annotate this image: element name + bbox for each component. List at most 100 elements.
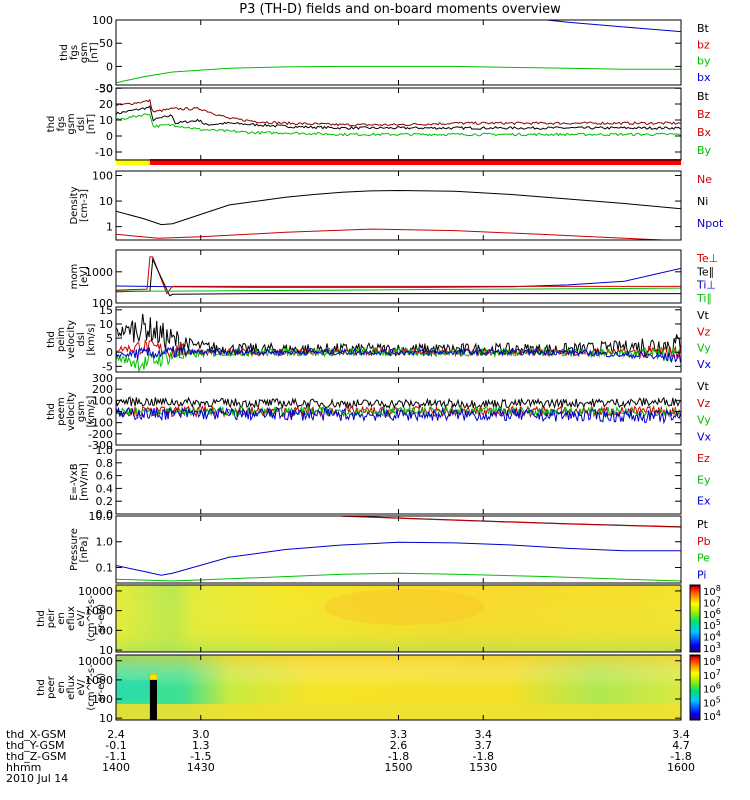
y-label-line: thd <box>46 403 57 420</box>
mode-bar-segment <box>149 159 681 165</box>
legend-item: Ti∥ <box>696 292 712 305</box>
legend-item: Te∥ <box>696 265 714 278</box>
series-Pi <box>116 541 681 576</box>
y-axis-label: Density [cm-3] <box>69 186 90 224</box>
legend-item: Ez <box>697 452 710 465</box>
colorbar <box>689 654 701 721</box>
colorbar-label: 104 <box>703 630 721 644</box>
legend-item: Vt <box>697 380 710 393</box>
y-tick-label: 10 <box>99 195 113 208</box>
y-label-line: thd <box>36 679 47 696</box>
legend-item: Vy <box>697 342 711 355</box>
series-By <box>116 113 681 137</box>
colorbar-label: 108 <box>703 584 721 598</box>
y-label-line: peem <box>56 397 67 425</box>
y-tick-label: 0 <box>106 406 113 419</box>
y-tick-label: 100 <box>92 170 113 183</box>
panel-frame <box>115 449 682 515</box>
y-label-line: peir <box>46 608 57 628</box>
legend-item: Npot <box>697 217 724 230</box>
legend-item: Vz <box>697 325 711 338</box>
y-label-line: dsl <box>76 332 87 346</box>
y-label-line: mom <box>69 264 80 290</box>
panel-fgs-gse: -10 0 10 20 30 thd fgs gsm dsl [nT] Bt Bz Bx By <box>46 82 712 161</box>
y-label-line: eflux <box>66 675 77 700</box>
ephemeris-value: -1.8 <box>473 750 494 763</box>
legend-item: Pb <box>697 535 711 548</box>
series-Bz <box>116 98 681 127</box>
y-axis-label: thd peir en eflux eV/(cm^2-s-sr-eV) <box>36 595 107 642</box>
colorbar-label: 105 <box>703 695 721 709</box>
y-tick-label: 1000 <box>85 266 113 279</box>
y-tick-label: -5 <box>102 360 113 373</box>
colorbar-label: 105 <box>703 618 721 632</box>
figure-title: P3 (TH-D) fields and on-board moments ov… <box>239 2 561 17</box>
y-tick-label: 1000 <box>85 605 113 618</box>
colorbar-label: 107 <box>703 668 721 682</box>
y-label-line: [km/s] <box>86 395 97 427</box>
y-tick-label: 10000 <box>78 655 113 668</box>
y-label-line: velocity <box>66 392 77 431</box>
y-tick-label: 30 <box>99 82 113 95</box>
legend-item: Bt <box>697 90 710 103</box>
y-axis-label: thd peim velocity dsl [km/s] <box>46 320 97 359</box>
mode-bar-segment <box>116 159 150 165</box>
y-tick-label: 10 <box>99 114 113 127</box>
y-label-line: [cm-3] <box>79 189 90 222</box>
y-tick-label: 100 <box>92 297 113 310</box>
spectrogram-gap <box>149 674 157 720</box>
y-tick-label: 0.8 <box>96 457 114 470</box>
y-label-line: eflux <box>66 606 77 631</box>
y-label-line: [nPa] <box>79 536 90 562</box>
series-Te∥ <box>116 257 681 297</box>
legend-item: Pi <box>697 568 706 581</box>
y-tick-label: 10 <box>99 318 113 331</box>
panel-frame <box>115 306 682 373</box>
y-axis-label: thd peem velocity gsm [km/s] <box>46 392 97 431</box>
series-Te⊥ <box>116 256 681 295</box>
legend-item: Vz <box>697 397 711 410</box>
y-label-line: [km/s] <box>86 323 97 355</box>
series-by <box>116 65 681 84</box>
ephemeris-value: 1530 <box>469 761 497 774</box>
y-label-line: Pressure <box>69 528 80 571</box>
y-label-line: gsm <box>79 42 90 63</box>
y-tick-label: 0.2 <box>96 495 114 508</box>
legend-item: Ti⊥ <box>696 279 716 292</box>
y-label-line: [mV/m] <box>79 463 90 501</box>
legend-item: Te⊥ <box>696 252 718 265</box>
legend-item: bz <box>697 38 710 51</box>
ephemeris-value: 1600 <box>667 761 695 774</box>
y-tick-label: 0.0 <box>96 508 114 521</box>
ephemeris-value: 3.0 <box>192 728 210 741</box>
y-label-line: thd <box>46 116 57 133</box>
y-tick-label: 100 <box>92 14 113 27</box>
y-tick-label: 10000 <box>78 585 113 598</box>
spectrogram-low-band <box>116 703 681 720</box>
legend-item: Bx <box>697 126 712 139</box>
y-label-line: sr-eV) <box>96 604 107 633</box>
y-label-line: velocity <box>66 320 77 359</box>
legend-item: Pt <box>697 518 709 531</box>
y-tick-label: 0 <box>106 346 113 359</box>
colorbar-label: 108 <box>703 654 721 668</box>
y-axis-label: thd fgs gsm dsl [nT] <box>46 113 97 134</box>
y-tick-label: 0.1 <box>96 561 114 574</box>
legend-item: Vy <box>697 414 711 427</box>
y-tick-label: 200 <box>92 383 113 396</box>
ephemeris-value: 3.4 <box>475 728 493 741</box>
y-label-line: [nT] <box>89 42 100 62</box>
y-label-line: en <box>56 612 67 625</box>
y-tick-label: -50 <box>95 82 113 95</box>
y-tick-label: 5 <box>106 332 113 345</box>
y-label-line: peer <box>46 675 57 699</box>
y-label-line: E=-VxB <box>69 463 80 500</box>
y-tick-label: -300 <box>88 439 113 452</box>
legend-item: bx <box>697 71 711 84</box>
ephemeris-value: -1.5 <box>190 750 211 763</box>
